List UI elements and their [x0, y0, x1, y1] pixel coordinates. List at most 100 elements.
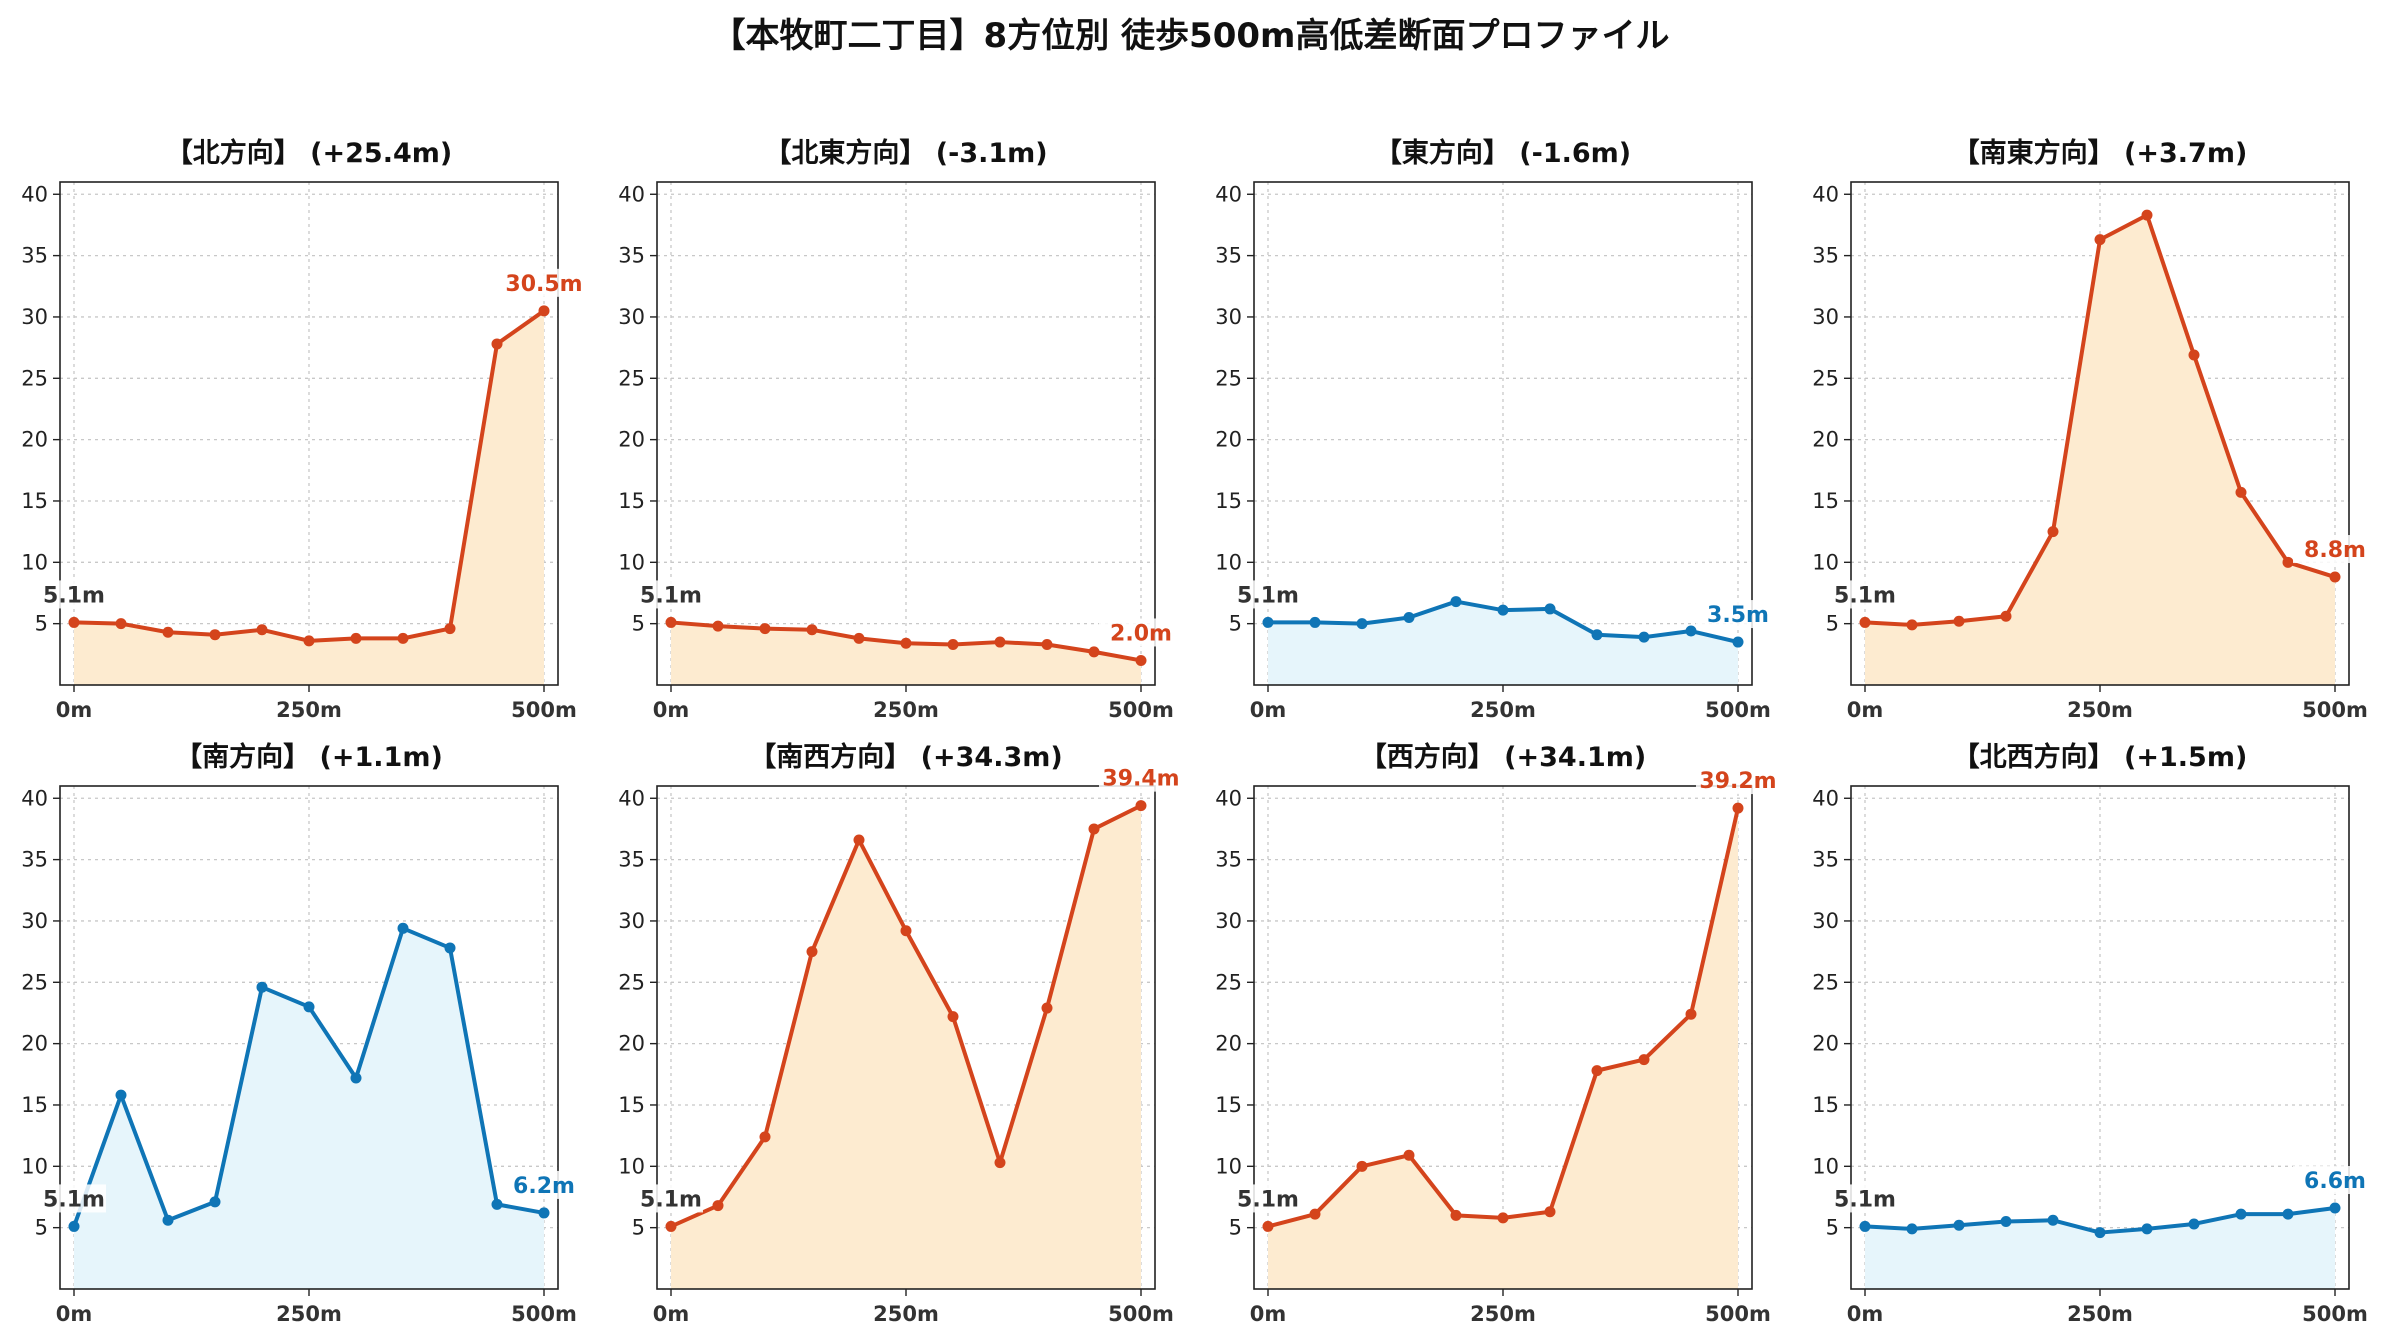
- panel-title: 【北東方向】 (-3.1m): [764, 137, 1047, 169]
- data-point: [1356, 1160, 1368, 1172]
- x-tick-label: 500m: [1108, 1302, 1174, 1326]
- data-point: [947, 1011, 959, 1023]
- data-point: [2141, 209, 2153, 221]
- data-point: [1591, 629, 1603, 641]
- data-point: [162, 626, 174, 638]
- start-label: 5.1m: [43, 583, 105, 608]
- data-point: [1859, 616, 1871, 628]
- start-label-bg: [1833, 580, 1897, 609]
- x-tick-label: 250m: [276, 1302, 342, 1326]
- data-point: [2329, 571, 2341, 583]
- x-tick-label: 0m: [653, 698, 690, 722]
- start-label: 5.1m: [1834, 1187, 1896, 1212]
- start-label: 5.1m: [640, 1187, 702, 1212]
- end-label-bg: [1099, 763, 1183, 792]
- data-point: [538, 305, 550, 317]
- data-point: [209, 629, 221, 641]
- data-point: [1309, 616, 1321, 628]
- y-tick-label: 5: [1229, 612, 1242, 636]
- data-point: [1309, 1208, 1321, 1220]
- start-label-bg: [42, 1184, 106, 1213]
- x-tick-label: 500m: [1108, 698, 1174, 722]
- data-point: [712, 620, 724, 632]
- data-point: [994, 636, 1006, 648]
- start-label-bg: [1833, 1184, 1897, 1213]
- chart-panel-6: 【南西方向】 (+34.3m) 5 10 15 20 25 30 35 40 0m 250m 500m…: [618, 741, 1183, 1326]
- start-label: 5.1m: [1834, 583, 1896, 608]
- y-tick-label: 20: [1215, 428, 1242, 452]
- end-label: 3.5m: [1707, 603, 1769, 628]
- y-tick-label: 30: [1812, 305, 1839, 329]
- end-label-bg: [2293, 535, 2377, 564]
- data-point: [2094, 234, 2106, 246]
- data-point: [1088, 823, 1100, 835]
- data-point: [397, 632, 409, 644]
- y-tick-label: 40: [1812, 786, 1839, 810]
- data-point: [303, 635, 315, 647]
- end-label: 8.8m: [2304, 538, 2366, 563]
- chart-panel-8: 【北西方向】 (+1.5m) 5 10 15 20 25 30 35 40 0m 250m 500m 5…: [1812, 741, 2377, 1326]
- end-label: 6.2m: [513, 1174, 575, 1199]
- data-point: [759, 1131, 771, 1143]
- y-tick-label: 25: [1215, 366, 1242, 390]
- y-tick-label: 20: [1812, 1032, 1839, 1056]
- data-point: [665, 1220, 677, 1232]
- data-point: [350, 632, 362, 644]
- data-point: [1403, 612, 1415, 624]
- area-fill: [1865, 215, 2335, 685]
- x-tick-label: 250m: [1470, 1302, 1536, 1326]
- y-tick-label: 15: [21, 489, 48, 513]
- data-point: [1450, 1209, 1462, 1221]
- y-tick-label: 30: [1215, 305, 1242, 329]
- chart-panel-5: 【南方向】 (+1.1m) 5 10 15 20 25 30 35 40 0m 250m 500m 5.…: [21, 741, 586, 1326]
- y-tick-label: 30: [618, 305, 645, 329]
- data-point: [68, 1220, 80, 1232]
- panel-title: 【北西方向】 (+1.5m): [1953, 741, 2248, 773]
- y-tick-label: 35: [1812, 244, 1839, 268]
- end-label-bg: [1099, 618, 1183, 647]
- start-label-bg: [639, 1184, 703, 1213]
- y-tick-label: 30: [1812, 909, 1839, 933]
- y-tick-label: 15: [1812, 489, 1839, 513]
- data-point: [1135, 800, 1147, 812]
- data-point: [853, 834, 865, 846]
- y-tick-label: 10: [1812, 1154, 1839, 1178]
- y-tick-label: 10: [21, 1154, 48, 1178]
- area-fill: [1268, 808, 1738, 1289]
- data-point: [1497, 604, 1509, 616]
- data-point: [115, 1089, 127, 1101]
- y-tick-label: 15: [618, 489, 645, 513]
- data-point: [994, 1157, 1006, 1169]
- y-tick-label: 20: [21, 1032, 48, 1056]
- data-point: [2282, 1208, 2294, 1220]
- data-point: [256, 624, 268, 636]
- y-tick-label: 35: [618, 848, 645, 872]
- data-point: [806, 624, 818, 636]
- x-tick-label: 500m: [511, 698, 577, 722]
- panel-title: 【東方向】 (-1.6m): [1375, 137, 1631, 169]
- x-tick-label: 250m: [873, 1302, 939, 1326]
- x-tick-label: 500m: [2302, 698, 2368, 722]
- end-label: 30.5m: [505, 272, 582, 297]
- data-point: [2094, 1227, 2106, 1239]
- data-point: [2188, 349, 2200, 361]
- x-tick-label: 0m: [56, 1302, 93, 1326]
- data-point: [1953, 1219, 1965, 1231]
- data-point: [538, 1207, 550, 1219]
- y-tick-label: 10: [618, 1154, 645, 1178]
- data-point: [1403, 1149, 1415, 1161]
- data-point: [1262, 1220, 1274, 1232]
- y-tick-label: 20: [618, 428, 645, 452]
- y-tick-label: 15: [1215, 1093, 1242, 1117]
- data-point: [2329, 1202, 2341, 1214]
- y-tick-label: 35: [1812, 848, 1839, 872]
- y-tick-label: 40: [1215, 786, 1242, 810]
- data-point: [1953, 615, 1965, 627]
- end-label: 39.4m: [1102, 767, 1179, 792]
- data-point: [1638, 631, 1650, 643]
- area-fill: [74, 928, 544, 1289]
- start-label-bg: [639, 580, 703, 609]
- y-tick-label: 25: [21, 970, 48, 994]
- data-point: [1591, 1065, 1603, 1077]
- x-tick-label: 500m: [1705, 698, 1771, 722]
